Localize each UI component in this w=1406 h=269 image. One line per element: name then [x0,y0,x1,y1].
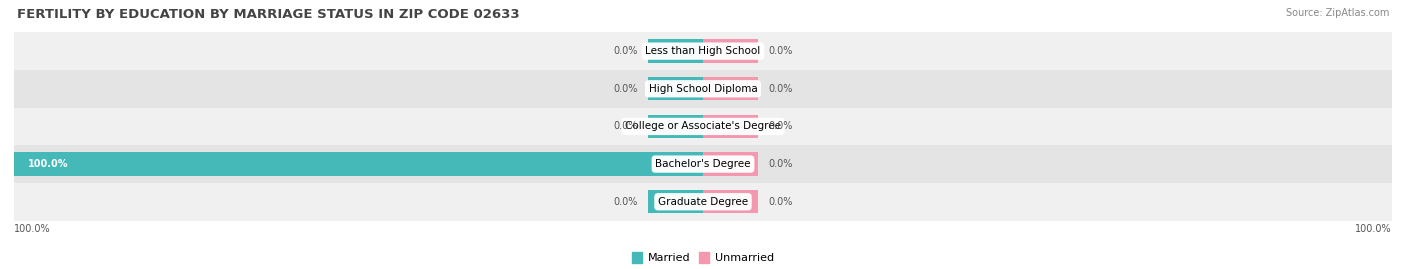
Text: 100.0%: 100.0% [1355,224,1392,233]
Text: 0.0%: 0.0% [613,197,637,207]
Bar [14,153,703,176]
Legend: Married, Unmarried: Married, Unmarried [627,248,779,268]
Text: 0.0%: 0.0% [769,197,793,207]
Bar [648,77,703,100]
Text: High School Diploma: High School Diploma [648,84,758,94]
Text: 0.0%: 0.0% [613,121,637,132]
Text: 0.0%: 0.0% [769,84,793,94]
Bar [703,190,758,213]
Bar [703,153,758,176]
Text: Less than High School: Less than High School [645,46,761,56]
Bar [648,115,703,138]
Bar [703,77,758,100]
Bar [14,145,1392,183]
Text: Graduate Degree: Graduate Degree [658,197,748,207]
Bar [648,40,703,63]
Text: 100.0%: 100.0% [28,159,69,169]
Text: 0.0%: 0.0% [769,46,793,56]
Bar [648,190,703,213]
Bar [14,183,1392,221]
Bar [14,32,1392,70]
Bar [14,70,1392,108]
Text: Bachelor's Degree: Bachelor's Degree [655,159,751,169]
Text: 0.0%: 0.0% [613,46,637,56]
Text: 0.0%: 0.0% [769,121,793,132]
Text: FERTILITY BY EDUCATION BY MARRIAGE STATUS IN ZIP CODE 02633: FERTILITY BY EDUCATION BY MARRIAGE STATU… [17,8,519,21]
Text: 0.0%: 0.0% [613,84,637,94]
Text: College or Associate's Degree: College or Associate's Degree [626,121,780,132]
Bar [703,40,758,63]
Bar [703,115,758,138]
Text: 0.0%: 0.0% [769,159,793,169]
Text: 100.0%: 100.0% [14,224,51,233]
Bar [14,108,1392,145]
Text: Source: ZipAtlas.com: Source: ZipAtlas.com [1285,8,1389,18]
